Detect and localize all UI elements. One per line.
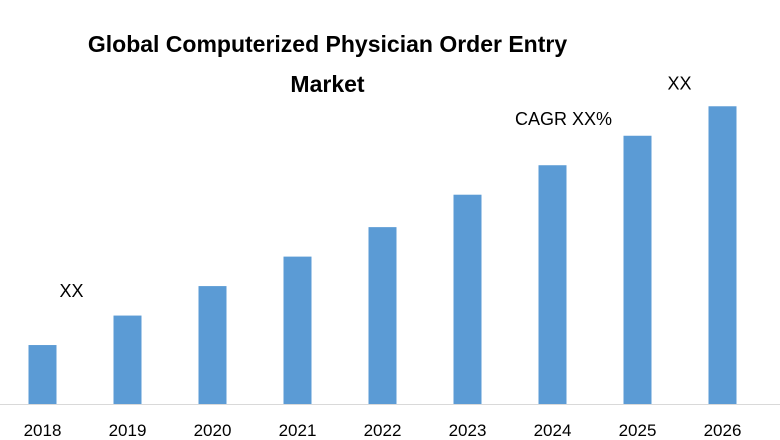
chart-annotations: XX CAGR XX% XX bbox=[59, 73, 691, 301]
bar-2021 bbox=[283, 256, 312, 404]
x-axis-tick-labels: 2018 2019 2020 2021 2022 2023 2024 2025 2026 bbox=[24, 421, 742, 440]
x-tick-label-2019: 2019 bbox=[109, 421, 147, 440]
bar-2020 bbox=[198, 286, 227, 404]
chart-title-line-1: Global Computerized Physician Order Entr… bbox=[87, 31, 568, 57]
x-tick-label-2020: 2020 bbox=[194, 421, 232, 440]
annotation-3: XX bbox=[667, 73, 691, 93]
x-tick-label-2018: 2018 bbox=[24, 421, 62, 440]
x-tick-label-2021: 2021 bbox=[279, 421, 317, 440]
annotation-1: XX bbox=[59, 281, 83, 301]
bar-2025 bbox=[623, 135, 652, 404]
annotation-2: CAGR XX% bbox=[515, 109, 612, 129]
x-tick-label-2025: 2025 bbox=[619, 421, 657, 440]
x-tick-label-2024: 2024 bbox=[534, 421, 572, 440]
bar-2018 bbox=[28, 345, 57, 404]
bar-2019 bbox=[113, 315, 142, 404]
bar-2026 bbox=[708, 106, 737, 404]
x-tick-label-2023: 2023 bbox=[449, 421, 487, 440]
bar-2024 bbox=[538, 165, 567, 404]
x-tick-label-2022: 2022 bbox=[364, 421, 402, 440]
chart-title: Global Computerized Physician Order Entr… bbox=[0, 24, 655, 104]
bar-2022 bbox=[368, 227, 397, 404]
x-tick-label-2026: 2026 bbox=[704, 421, 742, 440]
chart-title-line-2: Market bbox=[290, 71, 365, 97]
bar-series bbox=[28, 106, 737, 404]
bar-2023 bbox=[453, 194, 482, 404]
